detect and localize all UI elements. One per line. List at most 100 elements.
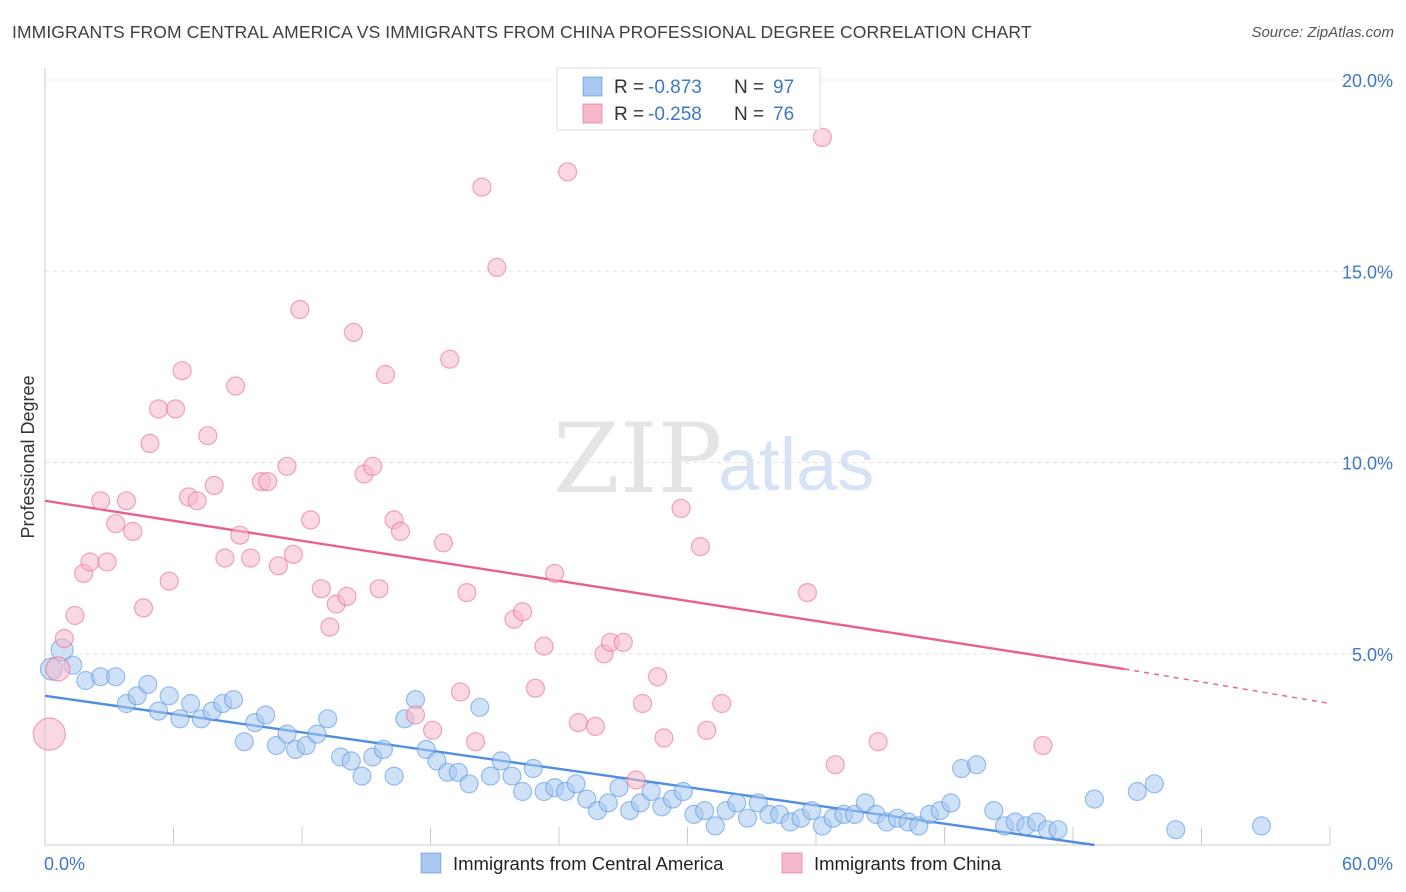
data-point [647,667,668,687]
data-point [320,617,340,637]
data-point [694,800,715,821]
series-china [32,127,1053,790]
data-point [390,521,411,542]
data-point [198,426,218,446]
x-tick-label-min: 0.0% [44,854,85,874]
data-point [534,636,554,656]
data-point [512,781,533,802]
data-point [868,732,888,752]
data-point [654,728,674,748]
data-point [341,751,361,771]
data-point [727,793,747,813]
data-point [472,177,492,197]
data-point [502,766,522,786]
data-point [343,322,363,342]
data-point [159,571,179,591]
bottom-legend-label: Immigrants from Central America [453,853,724,874]
data-point [187,491,207,511]
data-point [613,632,633,652]
data-point [984,800,1004,821]
bottom-legend-label: Immigrants from China [814,853,1002,874]
data-point [148,399,169,419]
data-point [375,364,396,385]
data-point [140,433,160,453]
data-point [226,376,246,396]
data-point [626,770,646,790]
data-point [585,716,606,737]
data-point [566,774,586,794]
x-tick-label-max: 60.0% [1342,854,1393,874]
legend-r-label: R = [614,77,644,98]
data-point [673,781,693,802]
data-point [268,556,288,576]
data-point [465,732,486,752]
data-point [215,548,235,568]
data-point [148,701,169,721]
data-point [802,800,822,821]
data-point [307,724,327,744]
legend-swatch [582,76,603,97]
data-point [690,536,711,557]
legend-n-value: 76 [773,104,794,125]
watermark-zip: ZIP [553,403,722,515]
data-point [97,552,117,572]
data-point [423,720,443,740]
data-point [318,709,338,729]
source-label: Source: ZipAtlas.com [1251,24,1394,41]
data-point [65,605,85,626]
data-point [433,533,453,553]
data-point [557,162,578,182]
data-point [116,491,137,511]
data-point [480,766,501,786]
bottom-legend-swatch [420,852,442,874]
data-point [966,755,987,775]
y-tick-label: 15.0% [1342,262,1393,282]
data-point [470,697,490,717]
watermark-atlas: atlas [718,423,874,506]
data-point [598,793,618,813]
data-point [697,720,717,740]
data-point [277,724,297,744]
trend-line-extension [1124,668,1331,705]
data-point [241,548,261,568]
data-point [1166,820,1186,840]
data-point [123,521,143,542]
data-point [80,552,100,572]
bottom-legend: Immigrants from Central America Immigrant… [420,852,1002,874]
data-point [170,709,190,729]
y-tick-label: 10.0% [1342,454,1393,474]
data-point [363,456,383,476]
data-point [91,491,111,511]
data-point [568,712,588,733]
data-point [705,816,725,836]
legend-swatch [582,103,603,124]
data-point [369,579,389,599]
data-point [373,739,393,760]
data-point [106,514,126,534]
data-point [487,257,507,277]
chart-title: IMMIGRANTS FROM CENTRAL AMERICA VS IMMIG… [12,22,1032,42]
data-point [641,781,661,802]
stats-legend: R = -0.873 N = 97 R = -0.258 N = 76 [556,67,821,131]
data-point [457,582,477,603]
data-point [133,598,154,618]
legend-r-value: -0.258 [648,104,702,125]
data-point [283,544,303,564]
data-point [1033,735,1053,756]
bottom-legend-swatch [781,852,803,874]
data-point [258,472,278,492]
watermark: ZIP atlas [553,403,874,515]
data-point [54,628,74,649]
data-point [138,674,158,695]
data-point [737,808,758,828]
data-point [450,682,471,702]
data-point [523,758,543,779]
y-tick-label: 20.0% [1342,71,1393,91]
legend-n-value: 97 [773,77,794,98]
data-point [311,579,331,599]
data-points [32,127,1272,840]
data-point [825,755,845,775]
legend-r-value: -0.873 [648,77,702,98]
data-point [1048,820,1068,840]
